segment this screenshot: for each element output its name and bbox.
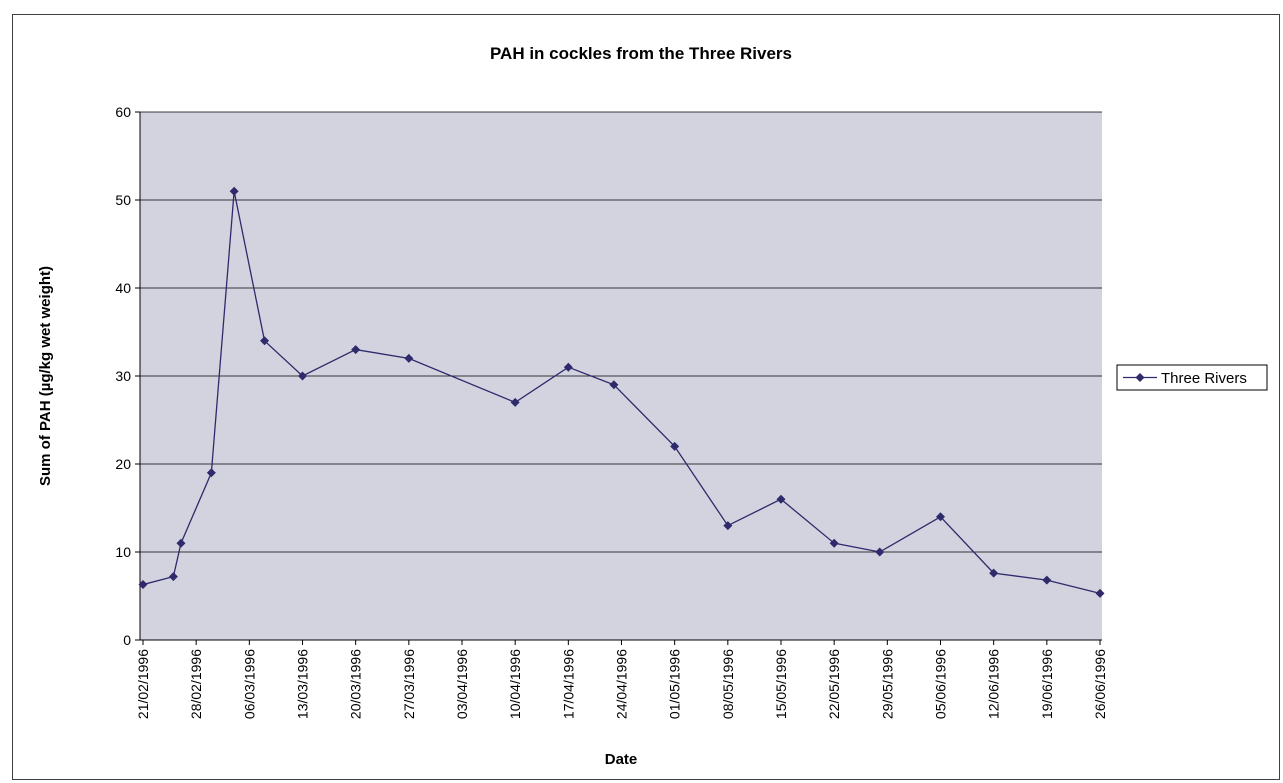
x-tick-label: 12/06/1996 <box>986 649 1002 719</box>
x-tick-label: 24/04/1996 <box>614 649 630 719</box>
x-tick-label: 05/06/1996 <box>933 649 949 719</box>
x-tick-label: 06/03/1996 <box>241 649 257 719</box>
x-tick-label: 19/06/1996 <box>1039 649 1055 719</box>
x-tick-label: 15/05/1996 <box>773 649 789 719</box>
data-point <box>176 538 186 548</box>
x-tick-label: 10/04/1996 <box>507 649 523 719</box>
data-point <box>875 547 885 557</box>
data-point <box>510 397 520 407</box>
data-point <box>723 521 733 531</box>
data-point <box>936 512 945 522</box>
series-three-rivers <box>138 186 1105 598</box>
data-point <box>989 568 999 578</box>
x-tick-label: 13/03/1996 <box>295 649 311 719</box>
legend: Three Rivers <box>1116 364 1268 391</box>
x-tick-label: 28/02/1996 <box>188 649 204 719</box>
data-point <box>260 336 270 346</box>
y-axis-ticks: 0 10 20 30 40 50 60 <box>115 104 140 648</box>
x-tick-label: 03/04/1996 <box>454 649 470 719</box>
data-point <box>1095 588 1105 598</box>
x-tick-label: 27/03/1996 <box>401 649 417 719</box>
x-tick-label: 26/06/1996 <box>1092 649 1108 719</box>
data-point <box>206 468 216 478</box>
grid-lines <box>140 111 1102 553</box>
y-tick-label: 40 <box>115 280 131 296</box>
data-point <box>298 371 307 381</box>
y-tick-label: 10 <box>115 544 131 560</box>
data-point <box>229 186 239 196</box>
x-tick-label: 17/04/1996 <box>560 649 576 719</box>
data-point <box>1042 575 1052 585</box>
data-point <box>404 353 414 363</box>
y-tick-label: 30 <box>115 368 131 384</box>
x-tick-label: 01/05/1996 <box>667 649 683 719</box>
data-point <box>563 362 573 372</box>
x-tick-label: 29/05/1996 <box>879 649 895 719</box>
data-point <box>138 580 148 590</box>
y-tick-label: 60 <box>115 104 131 120</box>
x-tick-label: 21/02/1996 <box>135 649 151 719</box>
x-axis-ticks: 21/02/1996 28/02/1996 06/03/1996 13/03/1996… <box>135 640 1108 719</box>
x-tick-label: 22/05/1996 <box>826 649 842 719</box>
chart-title: PAH in cockles from the Three Rivers <box>490 44 792 63</box>
data-point <box>670 441 680 451</box>
y-tick-label: 0 <box>123 632 131 648</box>
legend-label: Three Rivers <box>1161 370 1247 387</box>
x-tick-label: 08/05/1996 <box>720 649 736 719</box>
data-point <box>351 345 361 355</box>
legend-marker <box>1135 373 1145 382</box>
y-tick-label: 50 <box>115 192 131 208</box>
x-axis-title: Date <box>605 751 638 768</box>
data-point <box>829 538 839 548</box>
y-tick-label: 20 <box>115 456 131 472</box>
x-tick-label: 20/03/1996 <box>348 649 364 719</box>
y-axis-title: Sum of PAH (µg/kg wet weight) <box>37 266 54 486</box>
data-point <box>168 572 178 582</box>
data-point <box>776 494 786 504</box>
data-point <box>609 380 619 390</box>
